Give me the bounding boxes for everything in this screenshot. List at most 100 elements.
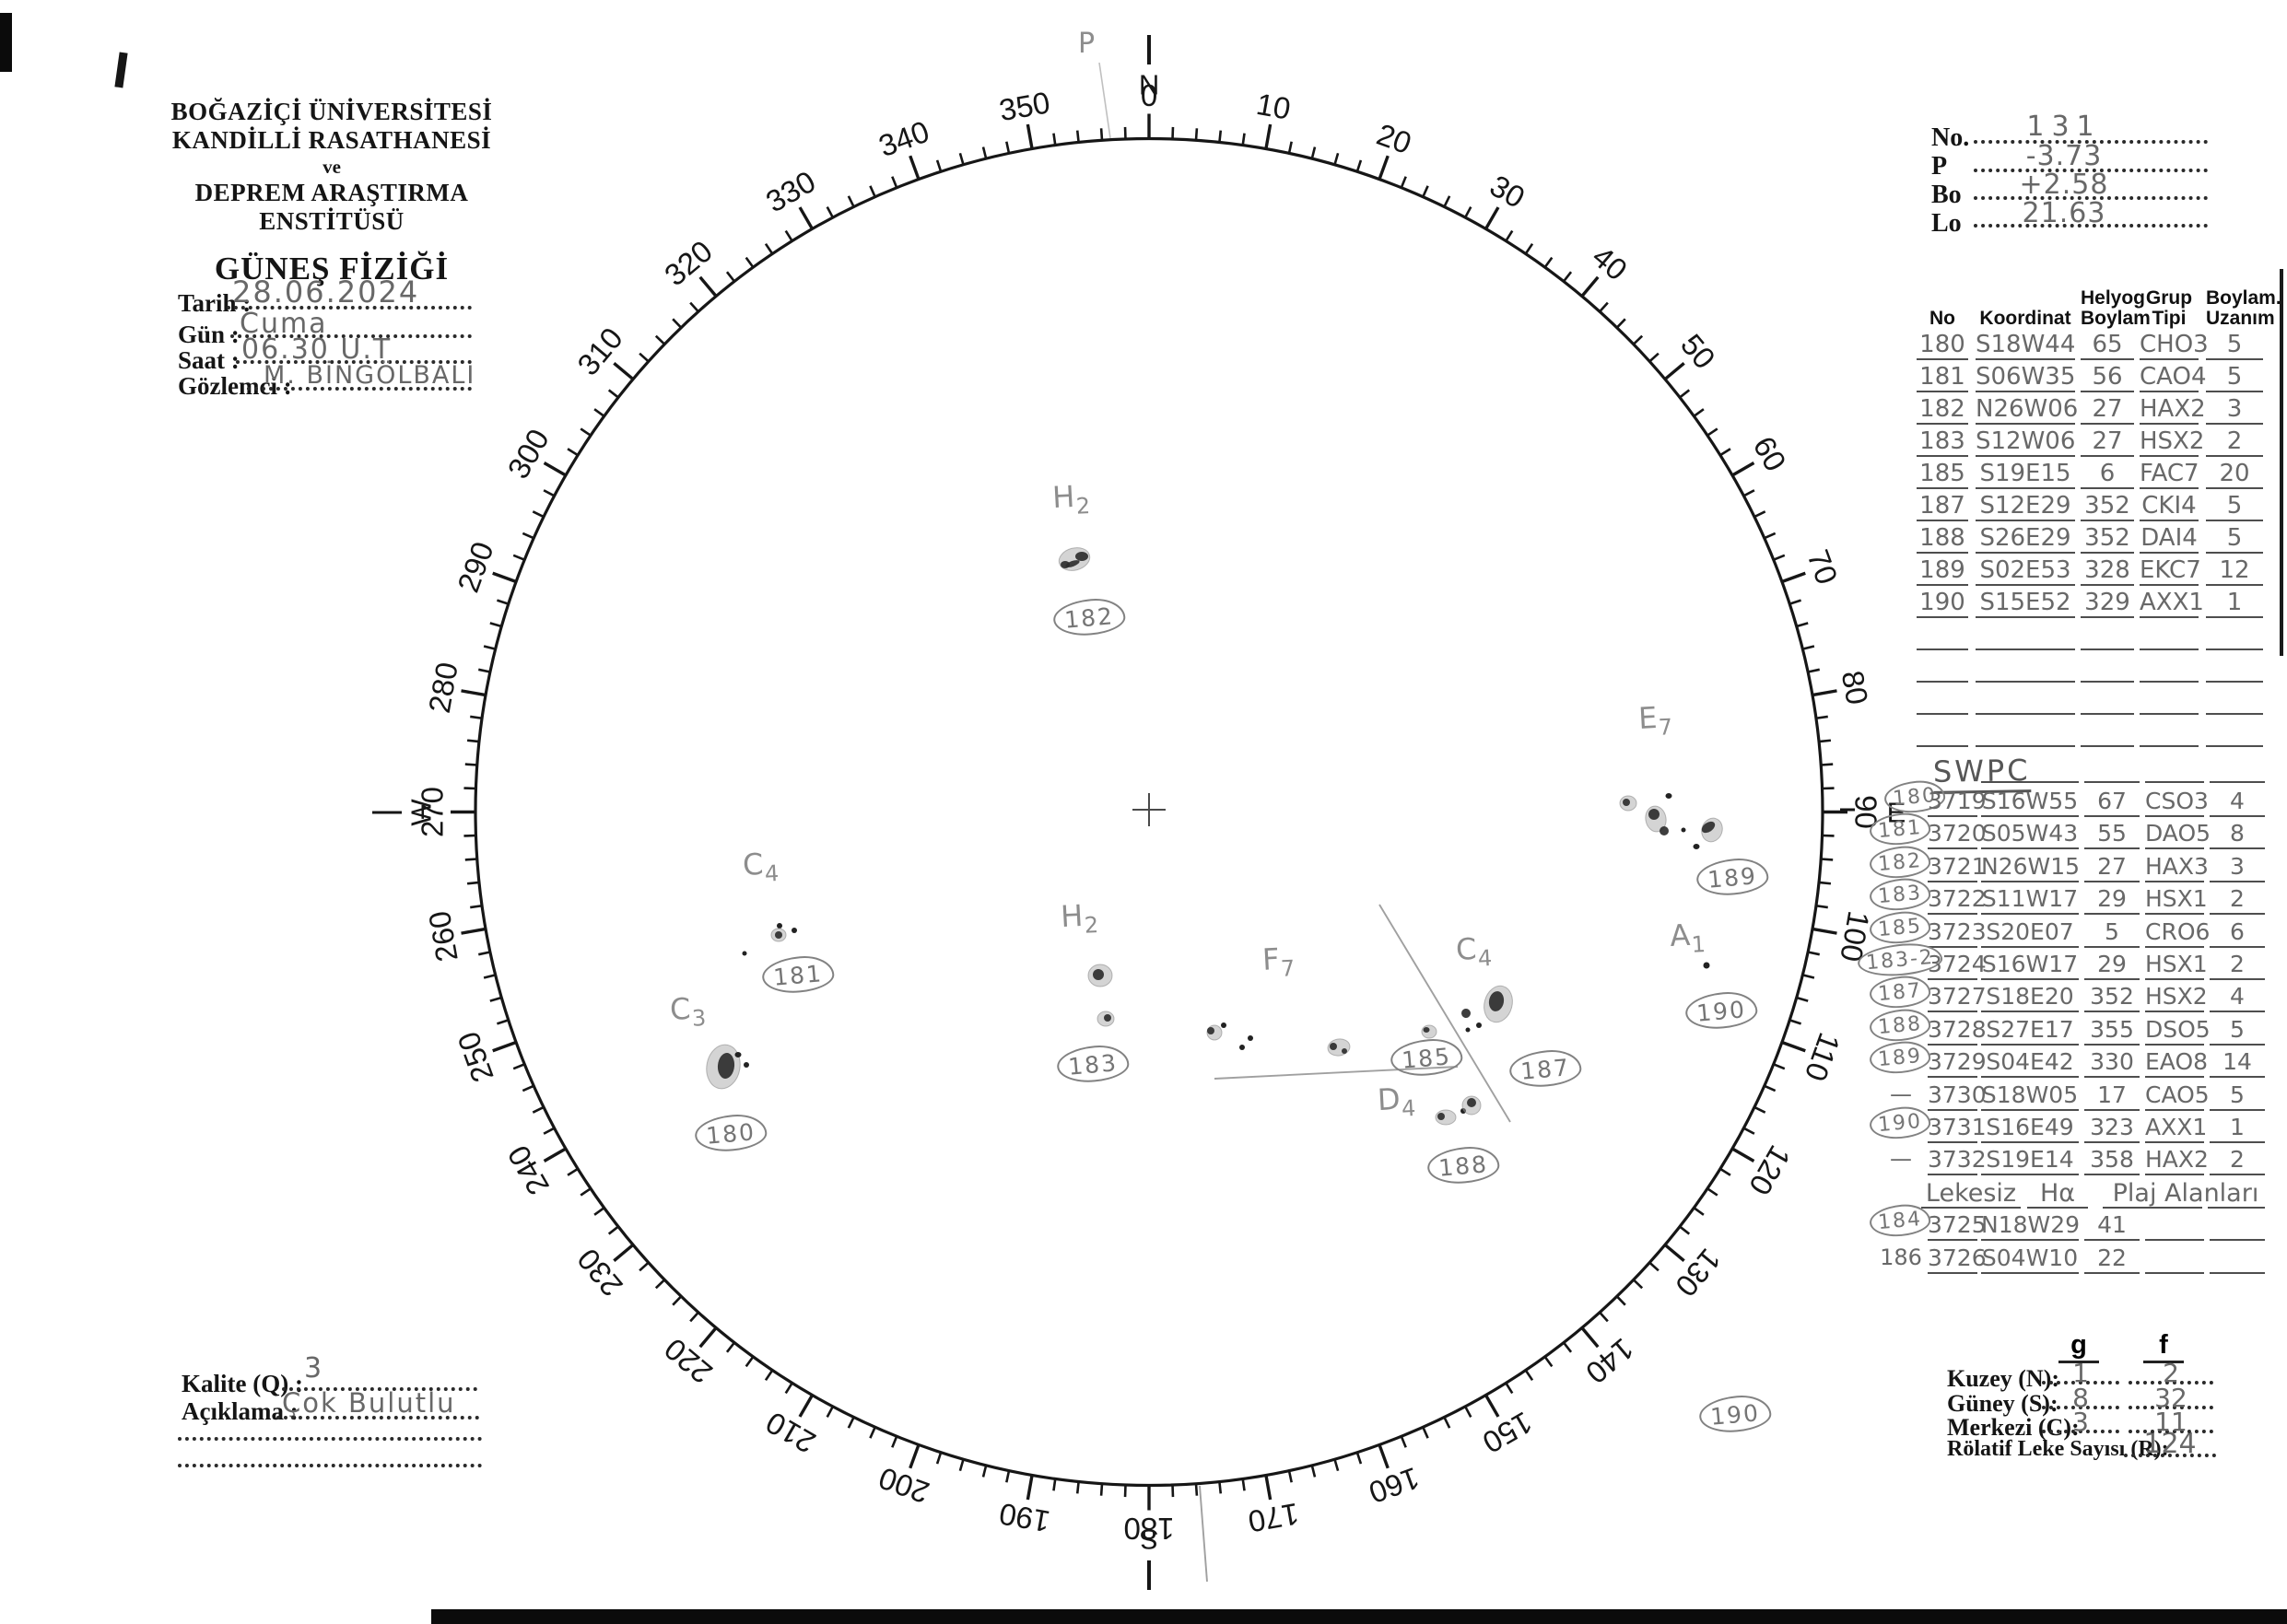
sunspot-umbra <box>1467 1098 1476 1107</box>
degree-tick <box>1818 739 1832 743</box>
swpc-cell: 2 <box>2230 1146 2245 1174</box>
degree-tick <box>1742 1127 1755 1135</box>
blank-row-underline <box>1976 713 2075 715</box>
sunspot-dot <box>734 1052 742 1057</box>
table-underline <box>2081 584 2134 586</box>
degree-tick <box>492 1040 517 1053</box>
swpc-cell: 3726 <box>1928 1244 1987 1271</box>
sunspot-dot <box>777 923 782 929</box>
sunspot-umbra <box>1330 1043 1337 1050</box>
field-label: Gözlemci : <box>178 372 292 400</box>
degree-tick <box>1812 689 1837 697</box>
scan-artifact-top-left <box>0 13 12 72</box>
degree-tick <box>689 1311 699 1323</box>
table-cell: 5 <box>2226 363 2243 391</box>
swpc-cell: 3727 <box>1928 983 1987 1011</box>
degree-tick <box>935 1452 943 1465</box>
degree-tick <box>1524 242 1534 255</box>
group-table-header: Boylam. <box>2206 287 2281 309</box>
field-label: Saat : <box>178 346 240 374</box>
group-number-circle: 190 <box>1697 1393 1773 1435</box>
blank-row-underline <box>1976 745 2075 747</box>
field-value: Cuma <box>240 308 328 340</box>
blank-row-underline <box>1917 713 1968 715</box>
degree-tick <box>1026 123 1034 149</box>
field-value: 06.30 U.T <box>241 333 393 366</box>
group-table-header: Tipi <box>2152 308 2187 329</box>
degree-label: 0 <box>1141 78 1157 112</box>
table-cell: S02E53 <box>1979 556 2071 584</box>
degree-tick <box>1218 130 1223 143</box>
group-table-header: Boylam <box>2081 308 2151 329</box>
degree-tick <box>470 715 483 720</box>
swpc-underline <box>2210 1141 2265 1143</box>
table-underline <box>2081 487 2134 489</box>
ephemeris-label: Lo <box>1931 209 1962 238</box>
group-number-circle: 189 <box>1695 856 1770 898</box>
degree-tick <box>1378 1443 1390 1469</box>
swpc-underline <box>1928 1011 1977 1013</box>
swpc-cell: DAO5 <box>2145 820 2211 847</box>
group-table-header: Koordinat <box>1979 308 2071 329</box>
counts-dotted-f <box>2129 1430 2213 1433</box>
counts-value-f: 32 <box>2154 1383 2187 1413</box>
degree-tick <box>1443 195 1451 208</box>
degree-tick <box>654 1279 666 1290</box>
degree-tick <box>1563 271 1573 283</box>
swpc-underline <box>1981 978 2079 980</box>
degree-tick <box>1505 1382 1514 1395</box>
table-underline <box>2081 391 2134 392</box>
swpc-cell: 3728 <box>1928 1015 1987 1043</box>
degree-tick <box>1075 1481 1080 1494</box>
group-table-header: Grup <box>2145 287 2193 309</box>
table-underline <box>2206 584 2263 586</box>
field-dotted-line <box>230 334 472 338</box>
degree-tick <box>1773 554 1786 561</box>
degree-tick <box>1264 1475 1273 1501</box>
table-underline <box>1917 423 1968 425</box>
swpc-cell: 3720 <box>1928 820 1987 847</box>
degree-tick <box>483 974 497 979</box>
sunspot-dot <box>1681 827 1686 833</box>
degree-tick <box>1796 996 1809 1002</box>
swpc-underline <box>2210 1043 2265 1046</box>
degree-tick <box>1464 1406 1472 1419</box>
swpc-cell: 67 <box>2097 788 2127 814</box>
table-underline <box>2140 391 2199 392</box>
swpc-cell: S18W05 <box>1981 1081 2079 1108</box>
degree-tick <box>1753 1105 1766 1114</box>
degree-tick <box>654 334 666 345</box>
table-cell: 1 <box>2226 589 2243 616</box>
degree-tick <box>1075 130 1080 143</box>
degree-tick <box>1764 532 1777 540</box>
degree-tick <box>909 1443 921 1469</box>
degree-tick <box>725 271 735 283</box>
pole-angle-label: P <box>1078 28 1096 60</box>
swpc-underline <box>1981 1076 2079 1079</box>
degree-tick <box>1781 571 1806 584</box>
table-cell: HSX2 <box>2140 427 2205 455</box>
degree-tick <box>935 159 943 172</box>
group-number-circle: 181 <box>760 953 836 996</box>
degree-tick <box>1807 951 1821 956</box>
group-number-circle: 180 <box>693 1112 768 1154</box>
degree-tick <box>891 1435 898 1448</box>
field-dotted-line <box>236 360 472 364</box>
degree-tick <box>613 361 635 380</box>
swpc-underline <box>2084 978 2140 980</box>
swpc-underline <box>1981 945 2079 948</box>
degree-tick <box>891 176 898 189</box>
degree-tick <box>1632 1279 1644 1290</box>
swpc-cell: S16E49 <box>1986 1114 2074 1140</box>
degree-tick <box>1719 1167 1731 1176</box>
group-type-label: C4 <box>1455 930 1494 972</box>
swpc-underline <box>2145 1239 2204 1242</box>
swpc-cell: 3719 <box>1928 788 1987 814</box>
swpc-cell: HSX1 <box>2145 885 2208 913</box>
degree-tick <box>1099 128 1104 141</box>
degree-tick <box>1789 599 1801 605</box>
ephemeris-label: Bo <box>1931 181 1962 209</box>
blank-row-underline <box>2140 745 2199 747</box>
group-number-circle: 190 <box>1683 989 1759 1032</box>
swpc-region-number: 187 <box>1868 974 1932 1011</box>
